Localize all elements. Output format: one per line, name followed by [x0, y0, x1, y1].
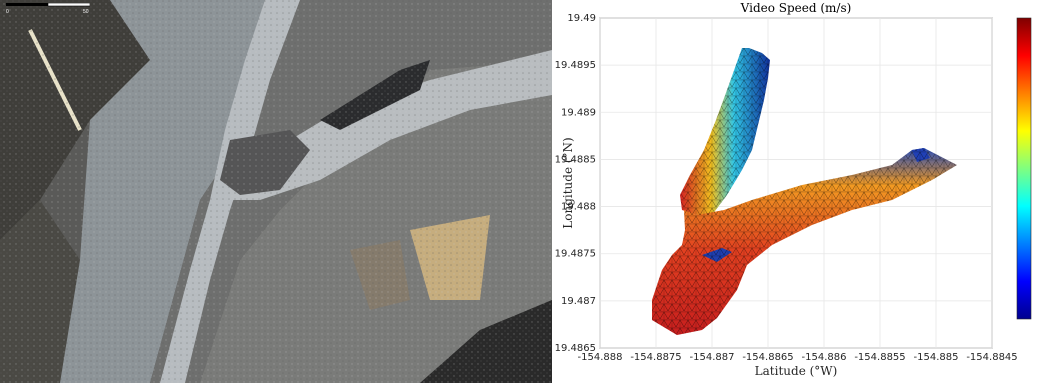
y-tick-label: 19.4865 [555, 343, 596, 354]
y-tick-label: 19.4885 [555, 154, 596, 165]
y-tick-label: 19.489 [561, 107, 596, 118]
mesh-overlay-lower [652, 148, 957, 335]
colorbar [1016, 17, 1032, 320]
x-tick-label: -154.8845 [966, 352, 1017, 363]
chart-title: Video Speed (m/s) [740, 1, 852, 15]
x-tick-label: -154.885 [914, 352, 959, 363]
aerial-photo [0, 0, 552, 383]
y-tick-label: 19.487 [561, 296, 596, 307]
plot-axes: -154.888 -154.8875 -154.887 -154.8865 -154.8… [555, 13, 1018, 363]
scale-bar-left-label: 0 [6, 9, 9, 14]
y-tick-label: 19.488 [561, 202, 596, 213]
x-tick-label: -154.888 [578, 352, 623, 363]
y-tick-label: 19.49 [567, 13, 596, 24]
y-axis-label: Longitude (°N) [561, 137, 575, 228]
scale-bar: 0 50 [6, 3, 90, 14]
mesh-overlay-upper [680, 48, 770, 215]
x-tick-label: -154.8855 [854, 352, 905, 363]
y-tick-label: 19.4875 [555, 249, 596, 260]
y-tick-label: 19.4895 [555, 60, 596, 71]
x-tick-label: -154.886 [802, 352, 847, 363]
x-axis-label: Latitude (°W) [755, 364, 838, 378]
velocity-field [652, 48, 957, 335]
x-tick-label: -154.8875 [630, 352, 681, 363]
x-tick-label: -154.887 [690, 352, 735, 363]
scale-bar-right-label: 50 [83, 9, 89, 14]
speed-chart: -154.888 -154.8875 -154.887 -154.8865 -154.8… [555, 1, 1032, 378]
x-tick-label: -154.8865 [742, 352, 793, 363]
